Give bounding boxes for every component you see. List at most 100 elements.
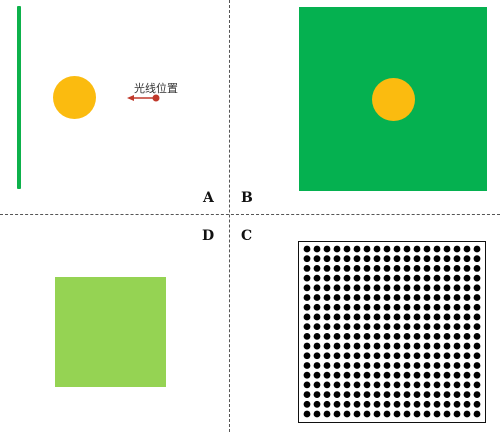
grid-dot — [333, 254, 340, 262]
grid-dot — [473, 380, 480, 388]
grid-dot — [383, 245, 390, 252]
grid-dot — [313, 254, 320, 262]
grid-dot — [303, 303, 310, 311]
grid-dot — [323, 303, 330, 311]
grid-dot — [433, 342, 440, 349]
grid-dot — [343, 361, 350, 369]
grid-dot — [383, 322, 390, 330]
grid-dot — [313, 322, 320, 330]
grid-dot — [383, 293, 390, 301]
grid-dot — [433, 361, 440, 369]
grid-dot — [363, 293, 370, 301]
grid-dot — [463, 313, 470, 320]
grid-dot — [413, 400, 420, 408]
grid-dot — [393, 322, 400, 330]
grid-dot — [453, 361, 460, 369]
grid-dot — [383, 342, 390, 349]
grid-dot — [393, 313, 400, 320]
grid-dot — [463, 400, 470, 408]
grid-dot — [453, 313, 460, 320]
grid-dot — [383, 254, 390, 262]
grid-dot — [473, 303, 480, 311]
grid-dot — [343, 380, 350, 388]
grid-dot — [363, 245, 370, 252]
grid-dot — [393, 274, 400, 282]
grid-dot — [393, 400, 400, 408]
grid-dot — [333, 342, 340, 349]
yellow-circle-b — [372, 78, 415, 121]
grid-dot — [393, 264, 400, 272]
grid-dot — [313, 380, 320, 388]
grid-dot — [443, 313, 450, 320]
grid-dot — [343, 283, 350, 291]
grid-dot — [373, 410, 380, 417]
grid-dot — [473, 274, 480, 282]
grid-dot — [463, 361, 470, 369]
light-green-square — [55, 277, 166, 387]
grid-dot — [303, 283, 310, 291]
grid-dot — [433, 264, 440, 272]
grid-dot — [363, 264, 370, 272]
grid-dot — [363, 283, 370, 291]
grid-dot — [473, 245, 480, 252]
grid-dot — [323, 293, 330, 301]
grid-dot — [463, 342, 470, 349]
grid-dot — [343, 313, 350, 320]
grid-dot — [333, 361, 340, 369]
grid-dot — [403, 254, 410, 262]
grid-dot — [343, 332, 350, 340]
grid-dot — [363, 390, 370, 398]
grid-dot — [343, 342, 350, 349]
grid-dot — [433, 274, 440, 282]
grid-dot — [393, 254, 400, 262]
grid-dot — [343, 245, 350, 252]
grid-dot — [333, 371, 340, 379]
grid-dot — [383, 390, 390, 398]
grid-dot — [423, 313, 430, 320]
grid-dot — [323, 332, 330, 340]
grid-dot — [303, 380, 310, 388]
grid-dot — [353, 371, 360, 379]
grid-dot — [373, 342, 380, 349]
grid-dot — [373, 361, 380, 369]
grid-dot — [453, 303, 460, 311]
grid-dot — [313, 351, 320, 359]
grid-dot — [443, 264, 450, 272]
grid-dot — [473, 351, 480, 359]
grid-dot — [363, 400, 370, 408]
grid-dot — [353, 400, 360, 408]
grid-dot — [353, 274, 360, 282]
grid-dot — [343, 351, 350, 359]
grid-dot — [333, 410, 340, 417]
grid-dot — [473, 313, 480, 320]
grid-dot — [323, 283, 330, 291]
grid-dot — [423, 351, 430, 359]
grid-dot — [453, 264, 460, 272]
grid-dot — [433, 371, 440, 379]
grid-dot — [343, 303, 350, 311]
grid-dot — [443, 400, 450, 408]
grid-dot — [303, 410, 310, 417]
grid-dot — [413, 303, 420, 311]
grid-dot — [323, 254, 330, 262]
horizontal-divider — [0, 214, 500, 215]
grid-dot — [463, 332, 470, 340]
grid-dot — [353, 351, 360, 359]
grid-dot — [403, 342, 410, 349]
grid-dot — [463, 264, 470, 272]
grid-dot — [433, 332, 440, 340]
grid-dot — [313, 400, 320, 408]
grid-dot — [373, 245, 380, 252]
grid-dot — [463, 371, 470, 379]
grid-dot — [393, 380, 400, 388]
grid-dot — [343, 371, 350, 379]
grid-dot — [303, 274, 310, 282]
grid-dot — [473, 361, 480, 369]
grid-dot — [403, 264, 410, 272]
grid-dot — [353, 245, 360, 252]
grid-dot — [303, 371, 310, 379]
grid-dot — [373, 274, 380, 282]
grid-dot — [353, 283, 360, 291]
grid-dot — [363, 322, 370, 330]
grid-dot — [443, 322, 450, 330]
